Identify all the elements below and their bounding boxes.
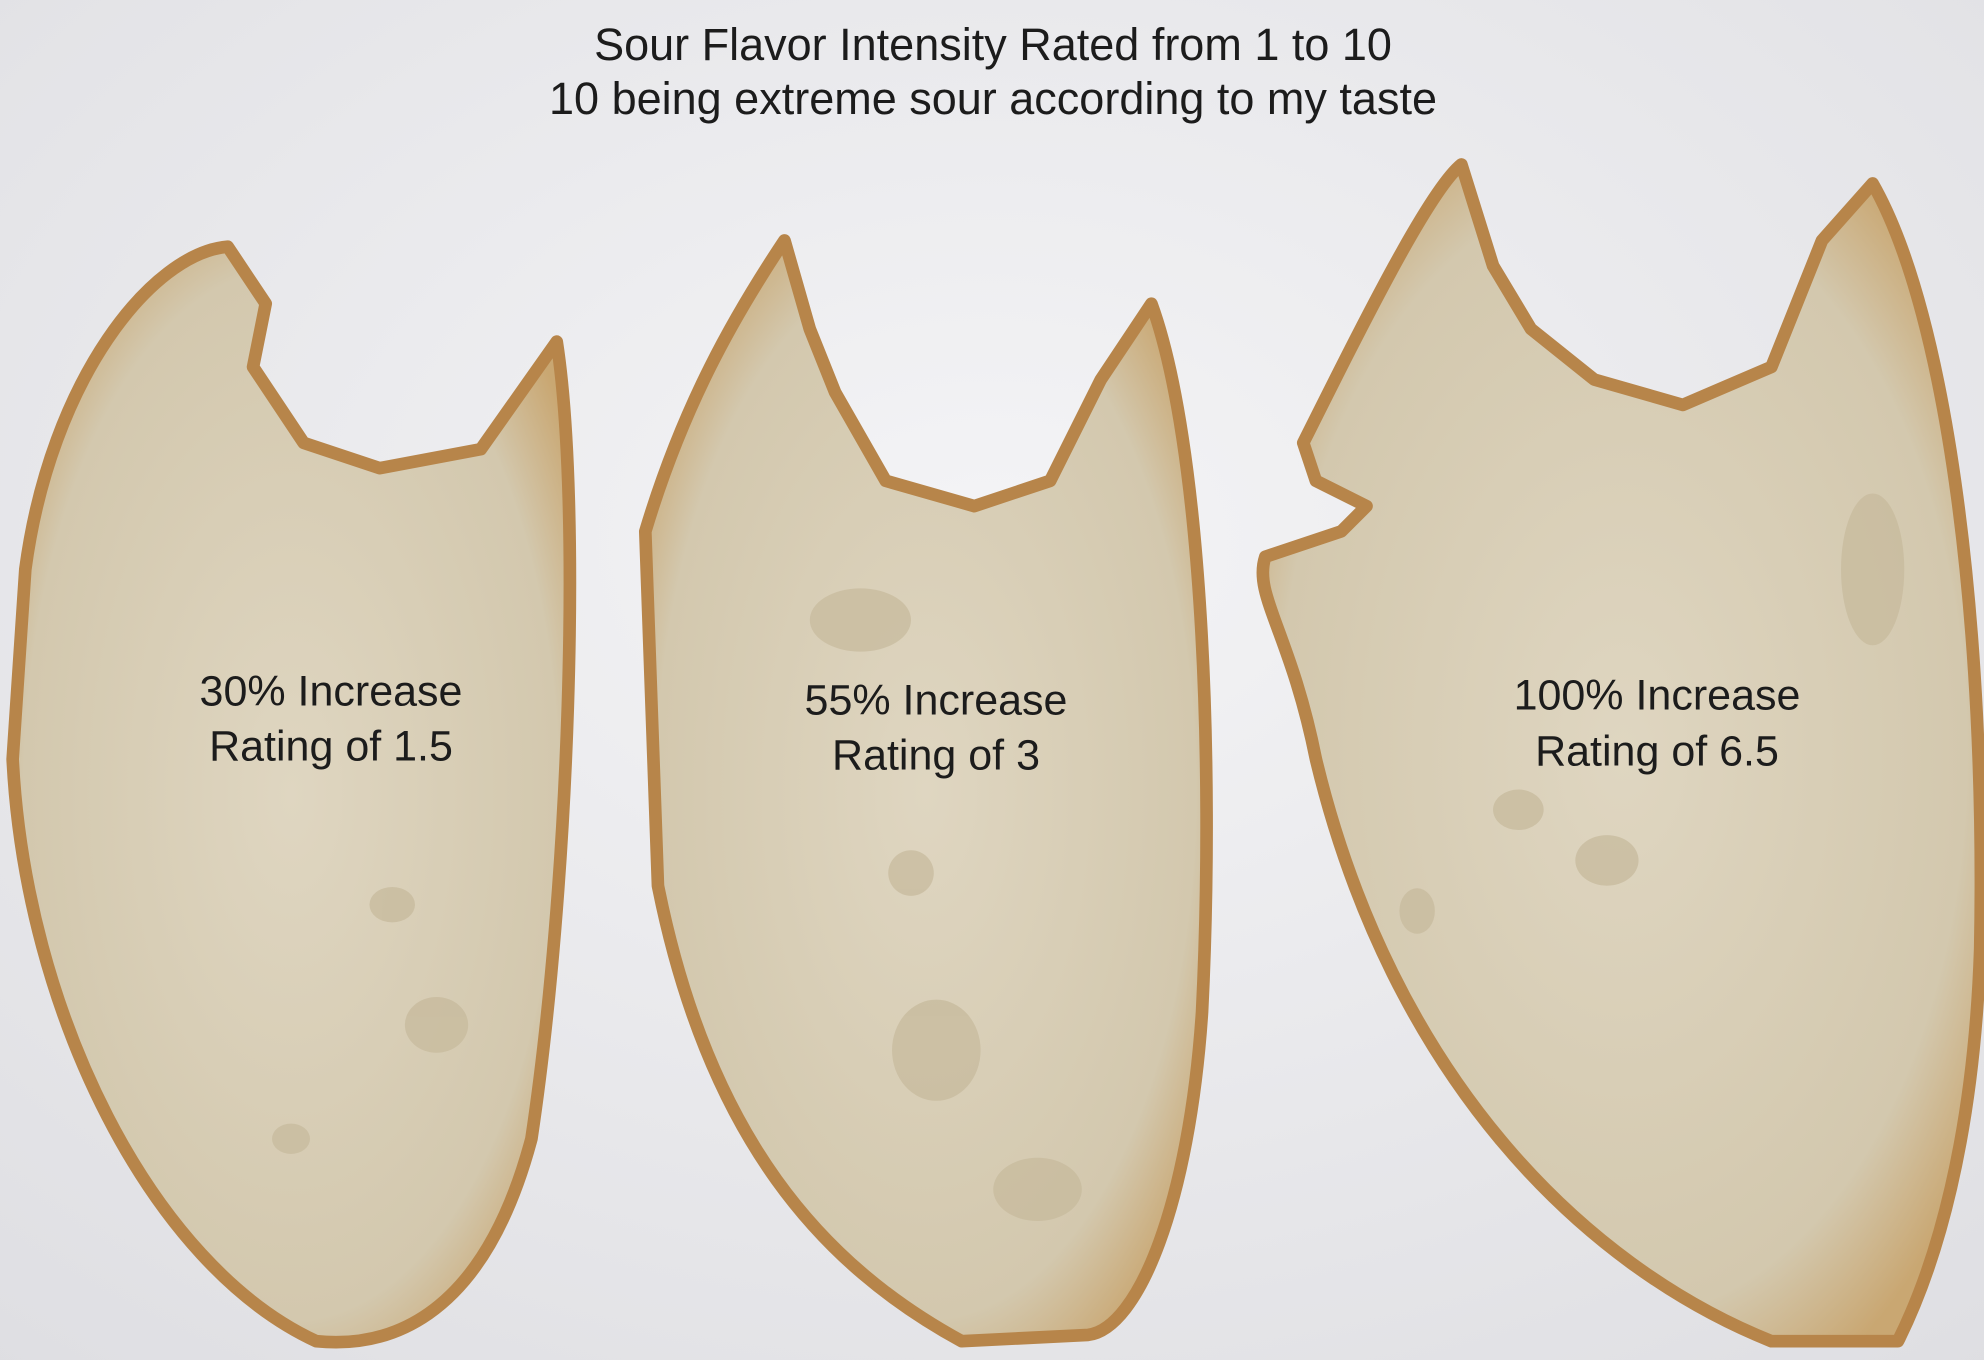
bread-slices [6, 158, 1984, 1349]
bread-slice [6, 240, 577, 1349]
slice-label: Rating of 3 [832, 731, 1040, 779]
title-line: 10 being extreme sour according to my ta… [549, 73, 1437, 124]
slice-label: Rating of 6.5 [1535, 727, 1779, 775]
slice-label: 30% Increase [200, 667, 463, 715]
slice-label: Rating of 1.5 [209, 722, 453, 770]
title-line: Sour Flavor Intensity Rated from 1 to 10 [594, 19, 1392, 70]
slice-label: 55% Increase [805, 676, 1068, 724]
bread-slice [1256, 158, 1984, 1348]
bread-slice [638, 234, 1213, 1348]
slice-label: 100% Increase [1514, 671, 1801, 719]
crumb-holes [272, 493, 1905, 1222]
